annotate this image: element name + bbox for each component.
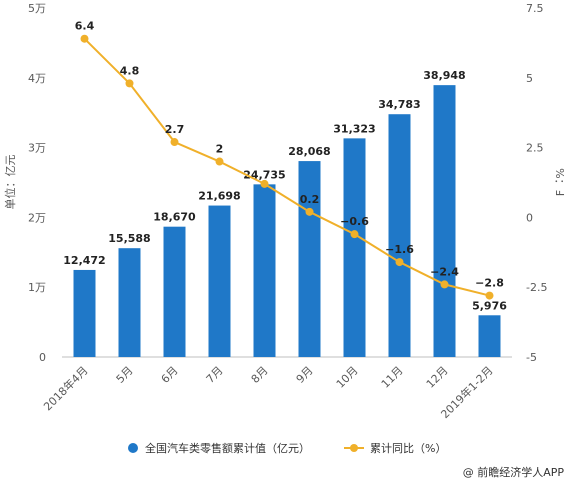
- line-value-label: 2: [216, 143, 224, 156]
- legend: 全国汽车类零售额累计值（亿元） 累计同比（%）: [128, 441, 446, 455]
- x-tick-label: 7月: [204, 364, 226, 386]
- bar: [478, 315, 501, 357]
- left-tick-label: 3万: [28, 142, 46, 155]
- line-value-label: 4.8: [120, 64, 140, 77]
- line-value-label: −1.6: [385, 243, 414, 256]
- right-tick-label: -2.5: [526, 281, 547, 294]
- x-tick-label: 10月: [334, 364, 361, 391]
- x-tick-label: 9月: [294, 364, 316, 386]
- right-axis-title: %：Ⅎ: [553, 168, 566, 196]
- line-value-label: 6.4: [75, 20, 95, 33]
- x-tick-label: 8月: [249, 364, 271, 386]
- left-tick-label: 2万: [28, 211, 46, 224]
- legend-line-label: 累计同比（%）: [370, 442, 446, 455]
- bar-value-label: 5,976: [472, 299, 507, 312]
- bar: [163, 226, 186, 357]
- line-point: [170, 138, 179, 147]
- right-axis-ticks: -5 -2.5 0 2.5 5 7.5: [526, 2, 547, 364]
- line-series: [80, 34, 494, 300]
- line-point: [440, 280, 449, 289]
- bar: [73, 269, 96, 357]
- bar: [253, 184, 276, 357]
- line-point: [305, 207, 314, 216]
- right-tick-label: 7.5: [526, 2, 544, 15]
- line-value-label: 0.2: [300, 193, 320, 206]
- legend-line-swatch-dot: [350, 444, 358, 452]
- line-point: [485, 291, 494, 300]
- x-tick-label: 2018年4月: [40, 363, 90, 413]
- right-tick-label: -5: [526, 351, 537, 364]
- left-tick-label: 0: [39, 351, 46, 364]
- line-value-label: −0.6: [340, 215, 369, 228]
- bar-value-label: 12,472: [63, 254, 105, 267]
- bar-value-label: 28,068: [288, 145, 330, 158]
- left-axis-title: 单位：亿元: [3, 155, 17, 210]
- line-point: [80, 34, 89, 43]
- line-point: [215, 157, 224, 166]
- bar-value-labels: 12,47215,58818,67021,69824,73528,06831,3…: [63, 69, 507, 312]
- bar: [208, 205, 231, 357]
- x-tick-label: 5月: [114, 364, 136, 386]
- line-point: [260, 179, 269, 188]
- bar: [298, 161, 321, 357]
- bar: [343, 138, 366, 357]
- line-value-label: −2.8: [475, 277, 504, 290]
- bar-value-label: 15,588: [108, 232, 150, 245]
- line-value-labels: 6.4 4.8 2.7 2 0.2 −0.6 −1.6 −2.4 −2.8: [75, 20, 504, 290]
- x-tick-label: 6月: [159, 364, 181, 386]
- bar-value-label: 21,698: [198, 190, 240, 203]
- line-path: [83, 38, 490, 297]
- bar-value-label: 31,323: [333, 122, 375, 135]
- source-credit: @ 前瞻经济学人APP: [462, 466, 564, 479]
- line-point: [395, 258, 404, 267]
- left-tick-label: 5万: [28, 2, 46, 15]
- bar-value-label: 24,735: [243, 168, 285, 181]
- bar-value-label: 38,948: [423, 69, 465, 82]
- bar-value-label: 34,783: [378, 98, 420, 111]
- left-tick-label: 4万: [28, 72, 46, 85]
- line-value-label: −2.4: [430, 265, 459, 278]
- bar: [388, 114, 411, 357]
- legend-bar-swatch: [128, 443, 138, 453]
- left-tick-label: 1万: [28, 281, 46, 294]
- legend-bar-label: 全国汽车类零售额累计值（亿元）: [145, 441, 310, 455]
- right-tick-label: 5: [526, 72, 533, 85]
- line-point: [125, 79, 134, 88]
- bar-series: [73, 85, 501, 358]
- line-value-label: 2.7: [165, 123, 185, 136]
- bar: [118, 248, 141, 357]
- right-tick-label: 2.5: [526, 142, 544, 155]
- x-tick-label: 11月: [379, 364, 406, 391]
- right-tick-label: 0: [526, 211, 533, 224]
- bar: [433, 85, 456, 358]
- line-point: [350, 230, 359, 239]
- x-tick-label: 12月: [424, 364, 451, 391]
- left-axis-ticks: 0 1万 2万 3万 4万 5万: [28, 2, 46, 364]
- bar-value-label: 18,670: [153, 211, 196, 224]
